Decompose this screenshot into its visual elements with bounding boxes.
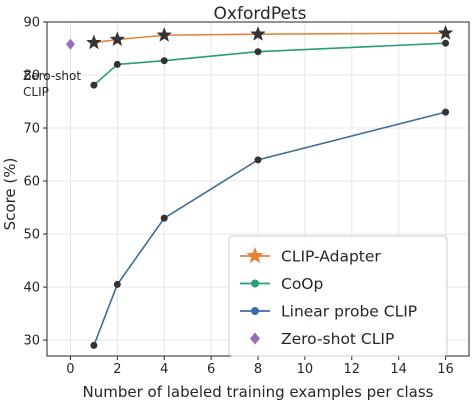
data-point: [161, 57, 168, 64]
data-point: [90, 342, 97, 349]
data-point: [442, 109, 449, 116]
x-tick-label: 6: [207, 362, 215, 377]
y-tick-label: 60: [23, 175, 40, 190]
data-point: [90, 82, 97, 89]
legend-marker: [251, 280, 259, 288]
legend-label: CoOp: [281, 275, 323, 293]
data-point: [114, 61, 121, 68]
annotation-line-1: Zero-shot: [23, 69, 81, 83]
x-axis-label: Number of labeled training examples per …: [83, 383, 434, 401]
x-tick-label: 14: [390, 362, 407, 377]
legend-label: Linear probe CLIP: [281, 303, 417, 321]
x-tick-label: 0: [66, 362, 74, 377]
x-tick-label: 2: [113, 362, 121, 377]
y-tick-label: 50: [23, 228, 40, 243]
data-point: [255, 48, 262, 55]
x-tick-label: 12: [344, 362, 361, 377]
data-point: [255, 156, 262, 163]
legend-label: Zero-shot CLIP: [281, 330, 394, 348]
y-tick-label: 90: [23, 16, 40, 31]
legend-marker: [251, 307, 259, 315]
data-point: [442, 40, 449, 47]
x-tick-label: 10: [297, 362, 314, 377]
x-tick-label: 16: [437, 362, 454, 377]
data-point: [161, 215, 168, 222]
chart-title: OxfordPets: [214, 4, 307, 24]
legend: CLIP-Adapter CoOp Linear probe CLIP Zero-sh…: [229, 236, 447, 356]
data-point: [114, 281, 121, 288]
legend-label: CLIP-Adapter: [281, 248, 381, 266]
y-tick-label: 30: [23, 334, 40, 349]
y-axis-label: Score (%): [1, 158, 19, 231]
y-tick-label: 40: [23, 281, 40, 296]
annotation-line-2: CLIP: [23, 85, 49, 99]
x-tick-label: 8: [254, 362, 262, 377]
y-tick-label: 70: [23, 122, 40, 137]
x-tick-label: 4: [160, 362, 168, 377]
